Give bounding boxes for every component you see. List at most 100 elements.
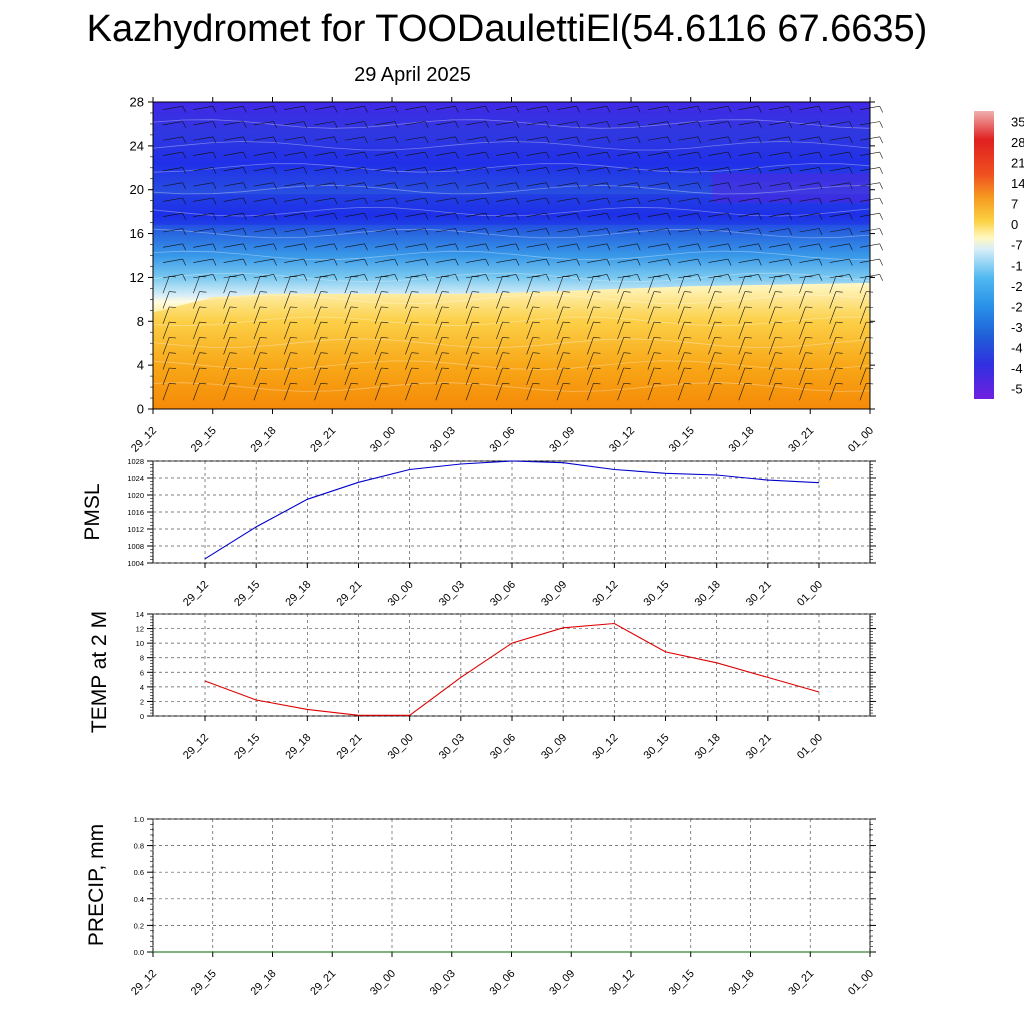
wind-barb-flag	[333, 258, 338, 266]
wind-barb	[253, 105, 274, 110]
wind-barb-flag	[576, 121, 580, 128]
y-tick-label: 1024	[127, 474, 144, 483]
wind-barb-flag	[455, 258, 459, 266]
wind-barb-flag	[758, 121, 762, 128]
x-tick-label: 30_18	[727, 425, 757, 455]
wind-barb	[405, 105, 426, 110]
x-tick-label: 29_18	[249, 425, 279, 455]
wind-barb-flag	[546, 197, 550, 205]
wind-barb	[283, 383, 291, 401]
wind-barb	[223, 276, 231, 294]
wind-barb-flag	[320, 321, 328, 324]
wind-barb-flag	[576, 182, 580, 190]
wind-barb	[586, 276, 594, 294]
wind-barb-flag	[606, 121, 611, 128]
wind-barb	[344, 352, 352, 370]
wind-barb	[314, 243, 335, 248]
x-tick-label: 30_03	[437, 732, 467, 762]
wind-barb	[647, 258, 668, 263]
wind-barb-flag	[818, 106, 823, 113]
wind-barb-flag	[744, 337, 752, 339]
wind-barb-flag	[350, 367, 359, 369]
wind-barb-flag	[623, 291, 631, 293]
wind-barb-flag	[775, 321, 783, 324]
page-title: Kazhydromet for TOODaulettiEl(54.6116 67…	[86, 8, 928, 50]
wind-barb	[859, 291, 867, 309]
x-tick-label: 30_21	[744, 579, 774, 609]
wind-barb	[768, 352, 776, 370]
wind-barb	[465, 197, 486, 202]
wind-barb	[708, 121, 729, 126]
wind-barb	[223, 367, 231, 386]
wind-barb-flag	[350, 352, 359, 354]
wind-barb	[405, 197, 426, 202]
wind-barb	[799, 274, 820, 279]
wind-barb-flag	[212, 151, 217, 159]
wind-barb	[223, 337, 231, 355]
wind-barb	[344, 291, 352, 309]
wind-barb	[344, 243, 365, 248]
wind-barb-flag	[441, 352, 449, 354]
wind-barb	[284, 212, 304, 218]
wind-barb-flag	[290, 383, 298, 385]
wind-barb	[314, 182, 335, 187]
wind-barb	[617, 243, 638, 248]
wind-barb-flag	[563, 367, 571, 369]
wind-barb-flag	[212, 121, 217, 128]
wind-barb-flag	[637, 213, 641, 220]
wind-barb-flag	[169, 321, 177, 324]
wind-barb-flag	[714, 321, 722, 324]
wind-barb	[678, 228, 698, 233]
wind-barb-flag	[381, 321, 389, 324]
wind-barb-flag	[411, 291, 419, 293]
wind-barb-flag	[273, 151, 277, 159]
wind-barb-flag	[775, 367, 783, 369]
wind-barb	[769, 151, 789, 156]
wind-barb	[617, 197, 638, 202]
x-tick-label: 29_21	[335, 579, 365, 609]
wind-barb-flag	[182, 258, 186, 266]
wind-barb-flag	[333, 197, 338, 205]
wind-barb-flag	[818, 151, 823, 159]
isotherm	[152, 338, 871, 348]
wind-barb	[556, 151, 577, 156]
x-tick-label: 30_06	[488, 425, 518, 455]
wind-barb	[344, 182, 365, 187]
wind-barb-flag	[364, 167, 368, 174]
wind-barb-flag	[744, 367, 752, 369]
wind-barb	[708, 258, 729, 263]
wind-barb-flag	[424, 197, 429, 205]
wind-barb	[223, 306, 231, 324]
wind-barb	[829, 258, 850, 263]
wind-barb	[556, 212, 577, 218]
wind-barb-flag	[623, 321, 631, 324]
wind-barb	[375, 151, 395, 156]
wind-barb-flag	[424, 258, 429, 266]
wind-barb-flag	[472, 367, 480, 369]
wind-barb	[193, 105, 214, 110]
wind-barb	[253, 136, 274, 141]
wind-barb	[677, 276, 685, 294]
wind-barb	[223, 197, 244, 202]
wind-barb	[738, 258, 759, 263]
wind-barb-flag	[714, 337, 722, 339]
wind-barb-flag	[212, 258, 217, 266]
y-tick-label: 1.0	[134, 815, 144, 824]
wind-barb	[253, 167, 274, 172]
wind-barb-flag	[805, 352, 813, 354]
wind-barb	[586, 321, 594, 340]
wind-barb-flag	[744, 383, 752, 385]
x-tick-label: 30_12	[590, 579, 620, 609]
wind-barb	[435, 383, 443, 401]
wind-barb-flag	[653, 337, 662, 339]
wind-barb-flag	[320, 337, 328, 339]
wind-barb	[556, 321, 564, 340]
wind-barb	[375, 197, 395, 202]
wind-barb	[314, 136, 335, 141]
wind-barb	[465, 228, 486, 233]
wind-barb-flag	[290, 337, 298, 339]
wind-barb	[253, 383, 261, 401]
wind-barb	[768, 276, 776, 294]
x-tick-label: 30_18	[727, 968, 757, 998]
wind-barb-flag	[697, 182, 702, 190]
